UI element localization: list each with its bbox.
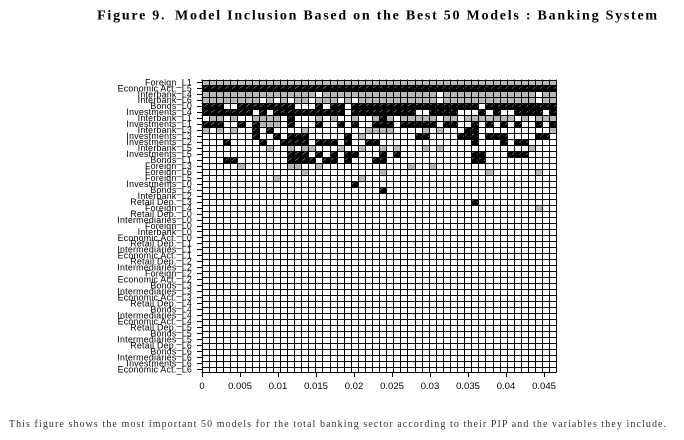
svg-text:Intermediaries_L4: Intermediaries_L4: [117, 310, 192, 320]
svg-text:0.005: 0.005: [228, 381, 252, 392]
svg-text:Foreign_L1: Foreign_L1: [145, 77, 192, 87]
svg-text:Economic Act._L2: Economic Act._L2: [118, 275, 192, 285]
svg-text:0.04: 0.04: [497, 381, 516, 392]
svg-text:Figure 9. Model Inclusion Base: Figure 9. Model Inclusion Based on the B…: [97, 9, 659, 24]
svg-text:Retail Dep._L6: Retail Dep._L6: [130, 340, 192, 350]
svg-text:Investments_L5: Investments_L5: [126, 149, 192, 159]
svg-text:Foreign_L2: Foreign_L2: [145, 269, 192, 279]
svg-text:Intermediaries_L3: Intermediaries_L3: [117, 287, 192, 297]
svg-text:Retail Dep._L0: Retail Dep._L0: [130, 209, 192, 219]
svg-text:Foreign_L6: Foreign_L6: [145, 167, 192, 177]
svg-text:Foreign_L4: Foreign_L4: [145, 203, 192, 213]
svg-text:Foreign_L5: Foreign_L5: [145, 173, 192, 183]
svg-text:Intermediaries_L0: Intermediaries_L0: [117, 215, 192, 225]
svg-text:Investments_L3: Investments_L3: [126, 131, 192, 141]
svg-text:Investments_L2: Investments_L2: [126, 137, 192, 147]
svg-text:Bonds_L5: Bonds_L5: [150, 328, 192, 338]
svg-text:Interbank_L4: Interbank_L4: [138, 89, 192, 99]
svg-text:Bonds_L2: Bonds_L2: [150, 185, 192, 195]
svg-text:0.015: 0.015: [304, 381, 328, 392]
svg-text:Foreign_L0: Foreign_L0: [145, 221, 192, 231]
svg-text:Investments_L0: Investments_L0: [126, 179, 192, 189]
svg-text:0.035: 0.035: [456, 381, 480, 392]
svg-text:Retail Dep._L2: Retail Dep._L2: [130, 257, 192, 267]
svg-text:Bonds_L1: Bonds_L1: [150, 155, 192, 165]
svg-text:0.01: 0.01: [269, 381, 288, 392]
svg-text:Foreign_L3: Foreign_L3: [145, 161, 192, 171]
svg-text:Bonds_L3: Bonds_L3: [150, 281, 192, 291]
svg-text:Investments_L6: Investments_L6: [126, 358, 192, 368]
svg-text:Retail Dep._L4: Retail Dep._L4: [130, 299, 192, 309]
svg-text:Retail Dep._L3: Retail Dep._L3: [130, 197, 192, 207]
svg-text:0: 0: [199, 381, 204, 392]
svg-text:Economic Act._L1: Economic Act._L1: [118, 251, 192, 261]
svg-text:Intermediaries_L5: Intermediaries_L5: [117, 334, 192, 344]
svg-text:Intermediaries_L1: Intermediaries_L1: [117, 245, 192, 255]
svg-text:This figure shows the most imp: This figure shows the most important 50 …: [9, 419, 667, 430]
svg-text:Investments_L1: Investments_L1: [126, 119, 192, 129]
svg-text:0.025: 0.025: [380, 381, 404, 392]
svg-text:Retail Dep._L5: Retail Dep._L5: [130, 322, 192, 332]
svg-text:Bonds_L0: Bonds_L0: [150, 101, 192, 111]
svg-text:Bonds_L6: Bonds_L6: [150, 346, 192, 356]
svg-text:Economic Act._L4: Economic Act._L4: [118, 316, 192, 326]
svg-text:Economic Act._L5: Economic Act._L5: [118, 83, 192, 93]
svg-text:Bonds_L4: Bonds_L4: [150, 305, 192, 315]
svg-text:Economic Act._L3: Economic Act._L3: [118, 293, 192, 303]
svg-text:Interbank_L3: Interbank_L3: [138, 125, 192, 135]
svg-text:Intermediaries_L6: Intermediaries_L6: [117, 352, 192, 362]
svg-text:0.02: 0.02: [345, 381, 364, 392]
svg-text:0.03: 0.03: [421, 381, 440, 392]
svg-text:Investments_L4: Investments_L4: [126, 107, 192, 117]
svg-text:Interbank_L6: Interbank_L6: [138, 95, 192, 105]
svg-text:Retail Dep._L1: Retail Dep._L1: [130, 239, 192, 249]
svg-text:0.045: 0.045: [532, 381, 556, 392]
svg-text:Interbank_L1: Interbank_L1: [138, 113, 192, 123]
svg-text:Interbank_L0: Interbank_L0: [138, 227, 192, 237]
svg-text:Interbank_L5: Interbank_L5: [138, 143, 192, 153]
svg-text:Economic Act._L6: Economic Act._L6: [118, 364, 192, 374]
svg-text:Economic Act._L0: Economic Act._L0: [118, 233, 192, 243]
svg-text:Intermediaries_L2: Intermediaries_L2: [117, 263, 192, 273]
svg-text:Interbank_L2: Interbank_L2: [138, 191, 192, 201]
